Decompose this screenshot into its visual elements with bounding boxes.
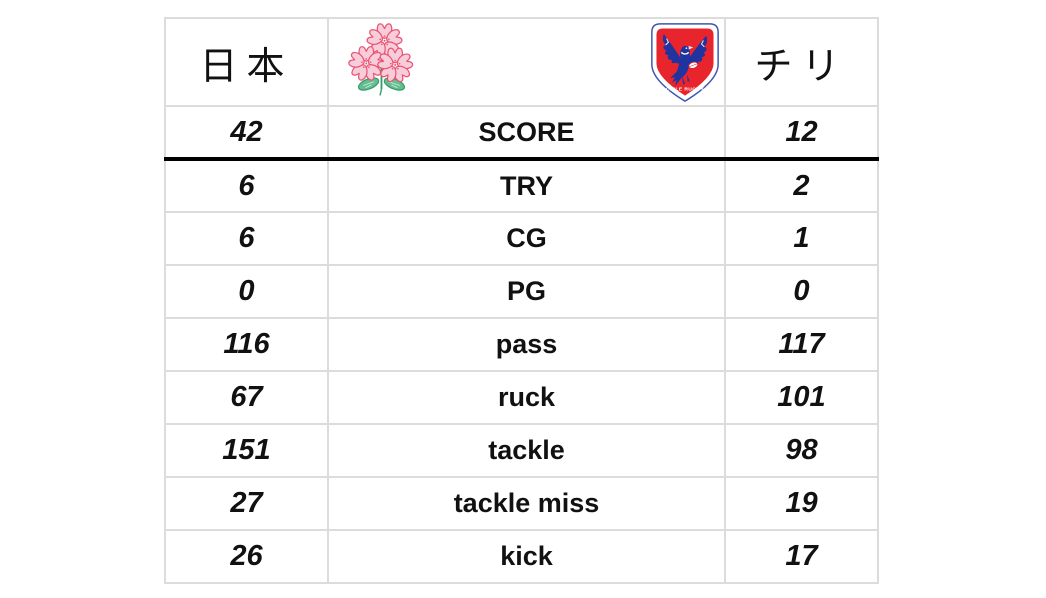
table-row-kick: 26 kick 17 [164,529,879,584]
japan-value: 27 [164,476,329,531]
logo-strip: CHILE RUGBY [329,19,724,105]
japan-header-cell: 日本 [164,17,329,107]
stat-label: tackle [327,423,726,478]
table-row-cg: 6 CG 1 [164,211,879,266]
table-row-tackle-miss: 27 tackle miss 19 [164,476,879,531]
table-row-pg: 0 PG 0 [164,264,879,319]
stat-label: pass [327,317,726,372]
chile-crest-text: CHILE RUGBY [666,86,705,92]
header-row: 日本 [164,17,879,107]
chile-value: 17 [724,529,879,584]
chile-value: 12 [724,105,879,161]
japan-value: 151 [164,423,329,478]
table-row-tackle: 151 tackle 98 [164,423,879,478]
japan-value: 6 [164,158,329,213]
japan-team-name: 日本 [199,45,294,88]
chile-team-name: チリ [754,45,849,88]
japan-value: 0 [164,264,329,319]
match-stats-board: 日本 [164,17,879,584]
japan-value: 42 [164,105,329,161]
stat-label: PG [327,264,726,319]
chile-value: 19 [724,476,879,531]
chile-value: 2 [724,158,879,213]
stats-table: 日本 [164,17,879,584]
japan-rugby-sakura-icon [348,23,414,96]
table-row-score: 42 SCORE 12 [164,105,879,161]
logos-cell: CHILE RUGBY [327,17,726,107]
chile-value: 98 [724,423,879,478]
stat-label: ruck [327,370,726,425]
chile-value: 1 [724,211,879,266]
stat-label: TRY [327,158,726,213]
stat-label: CG [327,211,726,266]
japan-value: 26 [164,529,329,584]
table-row-try: 6 TRY 2 [164,158,879,213]
japan-value: 67 [164,370,329,425]
chile-value: 101 [724,370,879,425]
chile-value: 117 [724,317,879,372]
stat-label: kick [327,529,726,584]
table-row-pass: 116 pass 117 [164,317,879,372]
table-row-ruck: 67 ruck 101 [164,370,879,425]
stat-label: tackle miss [327,476,726,531]
chile-value: 0 [724,264,879,319]
japan-value: 116 [164,317,329,372]
chile-header-cell: チリ [724,17,879,107]
stat-label: SCORE [327,105,726,161]
chile-rugby-crest-icon: CHILE RUGBY [651,22,719,102]
japan-value: 6 [164,211,329,266]
